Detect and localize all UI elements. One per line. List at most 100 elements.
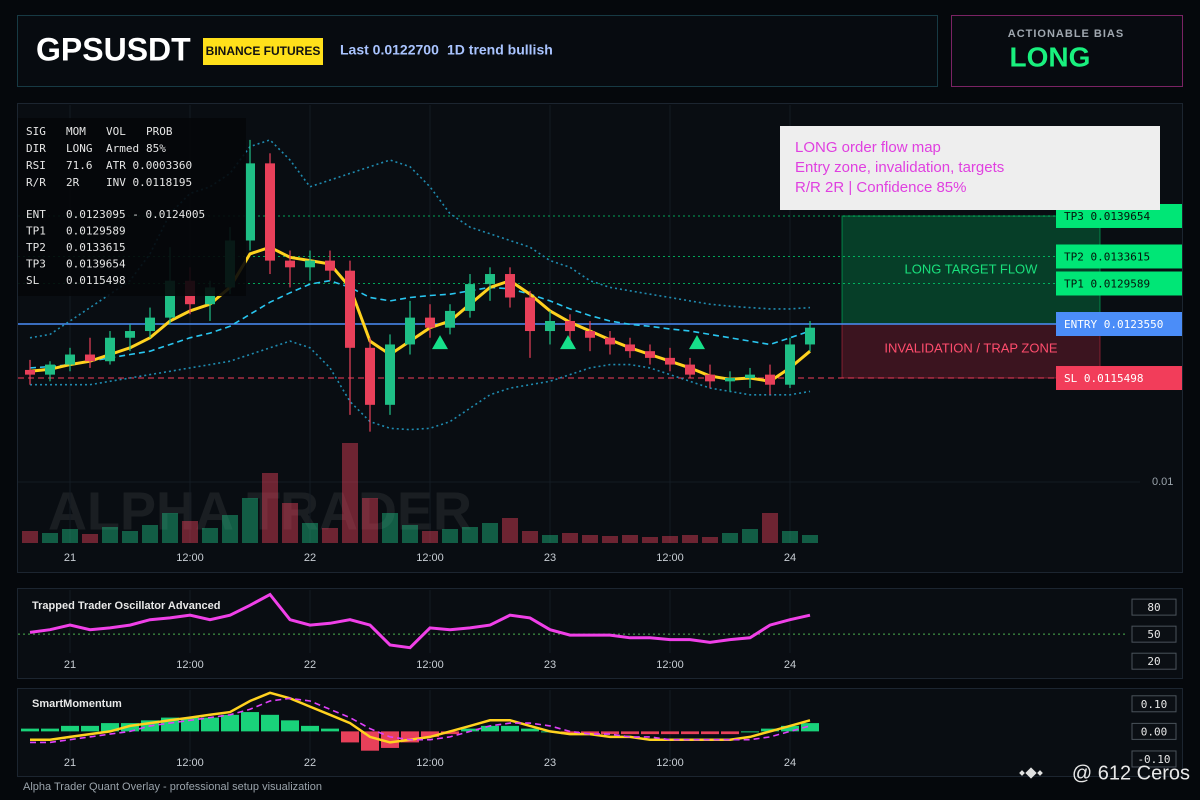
zone-label: LONG TARGET FLOW: [905, 261, 1039, 276]
momentum-bar: [101, 723, 119, 732]
x-tick-label: 21: [64, 659, 76, 671]
x-tick-label: 23: [544, 757, 556, 769]
candle-body: [45, 364, 55, 375]
candle-body: [105, 337, 115, 362]
credit: @ 612 Ceros: [1072, 762, 1190, 784]
x-tick-label: 22: [304, 552, 316, 564]
y-tick-box: [1131, 598, 1177, 616]
info-cell: ATR 0.0003360: [106, 159, 192, 172]
volume-bar: [662, 536, 678, 543]
candle-body: [585, 331, 595, 338]
momentum-bar: [441, 731, 459, 735]
volume-bar: [42, 533, 58, 543]
y-tick-box: [1131, 695, 1177, 713]
volume-bar: [502, 518, 518, 543]
volume-bar: [602, 536, 618, 543]
y-tick-box: [1131, 625, 1177, 643]
candle-body: [685, 364, 695, 375]
footer: Alpha Trader Quant Overlay - professiona…: [23, 781, 322, 793]
volume-bar: [582, 535, 598, 543]
candle-body: [645, 351, 655, 358]
volume-bar: [742, 529, 758, 543]
annotation-line: R/R 2R | Confidence 85%: [795, 179, 966, 196]
volume-bar: [682, 535, 698, 543]
volume-bar: [762, 513, 778, 543]
momentum-bar: [621, 731, 639, 735]
volume-bar: [802, 535, 818, 543]
x-tick-label: 23: [544, 659, 556, 671]
y-tick-label: 80: [1147, 601, 1160, 614]
momentum-bar: [681, 731, 699, 735]
info-cell: DIR: [26, 142, 46, 155]
symbol: GPSUSDT: [36, 31, 191, 67]
momentum-bar: [341, 731, 359, 743]
x-tick-label: 22: [304, 659, 316, 671]
momentum-line: [30, 697, 811, 744]
volume-bar: [82, 534, 98, 543]
candle-body: [545, 320, 555, 332]
momentum-bar: [61, 725, 79, 732]
y-tick-label: 50: [1147, 628, 1160, 641]
candle-body: [385, 344, 395, 405]
y-tick-box: [1131, 750, 1177, 768]
momentum-bar: [781, 725, 799, 732]
momentum-bar: [641, 731, 659, 735]
momentum-line: [30, 691, 811, 744]
y-tick-label: 0.00: [1141, 725, 1168, 738]
momentum-bar: [181, 717, 199, 732]
oscillator-line: [29, 592, 811, 650]
volume-bar: [382, 513, 398, 543]
momentum-bar: [381, 731, 399, 748]
buy-signal: [689, 335, 705, 350]
volume-bar: [462, 527, 478, 543]
candle-body: [145, 317, 155, 332]
momentum-bar: [421, 731, 439, 737]
volume-bar: [282, 503, 298, 543]
candle-body: [285, 260, 295, 268]
x-tick-label: 12:00: [656, 659, 684, 671]
candle-body: [725, 377, 735, 382]
candle-body: [565, 320, 575, 332]
momentum-bar: [501, 725, 519, 732]
exchange-badge: [203, 38, 323, 65]
momentum-title: SmartMomentum: [32, 698, 122, 710]
oscillator-panel: [17, 588, 1183, 679]
x-tick-label: 24: [784, 659, 796, 671]
momentum-bar: [721, 731, 739, 735]
momentum-bar: [661, 731, 679, 735]
volume-bar: [222, 515, 238, 543]
volume-bar: [782, 531, 798, 543]
info-cell: RSI: [26, 159, 46, 172]
volume-bar: [642, 537, 658, 543]
momentum-bar: [261, 714, 279, 732]
y-tick-label: 20: [1147, 655, 1160, 668]
volume-bar: [162, 513, 178, 543]
last-price: Last 0.0122700: [340, 42, 439, 58]
momentum-bar: [241, 712, 259, 732]
volume-bar: [202, 528, 218, 543]
volume-bar: [542, 535, 558, 543]
info-cell: Armed: [106, 142, 139, 155]
momentum-bar: [581, 731, 599, 735]
momentum-bar: [41, 728, 59, 732]
buy-signal: [432, 335, 448, 350]
x-tick-label: 23: [544, 552, 556, 564]
volume-bar: [22, 531, 38, 543]
level-label: SL 0.0115498: [1064, 372, 1143, 385]
info-cell: ENT: [26, 208, 46, 221]
info-cell: 0.0133615: [66, 241, 126, 254]
candle-body: [505, 274, 515, 298]
candle-body: [425, 317, 435, 328]
volume-bar: [242, 498, 258, 543]
overlay-line: [29, 138, 811, 339]
overlay-line: [29, 245, 811, 383]
annotation-lines: LONG order flow map Entry zone, invalidat…: [795, 139, 1004, 196]
info-cell: 85%: [146, 142, 166, 155]
momentum-panel: [17, 688, 1183, 777]
x-tick-label: 21: [64, 552, 76, 564]
candle-body: [525, 297, 535, 332]
y-tick-label: 0.01: [1152, 476, 1173, 488]
momentum-bar: [81, 725, 99, 732]
